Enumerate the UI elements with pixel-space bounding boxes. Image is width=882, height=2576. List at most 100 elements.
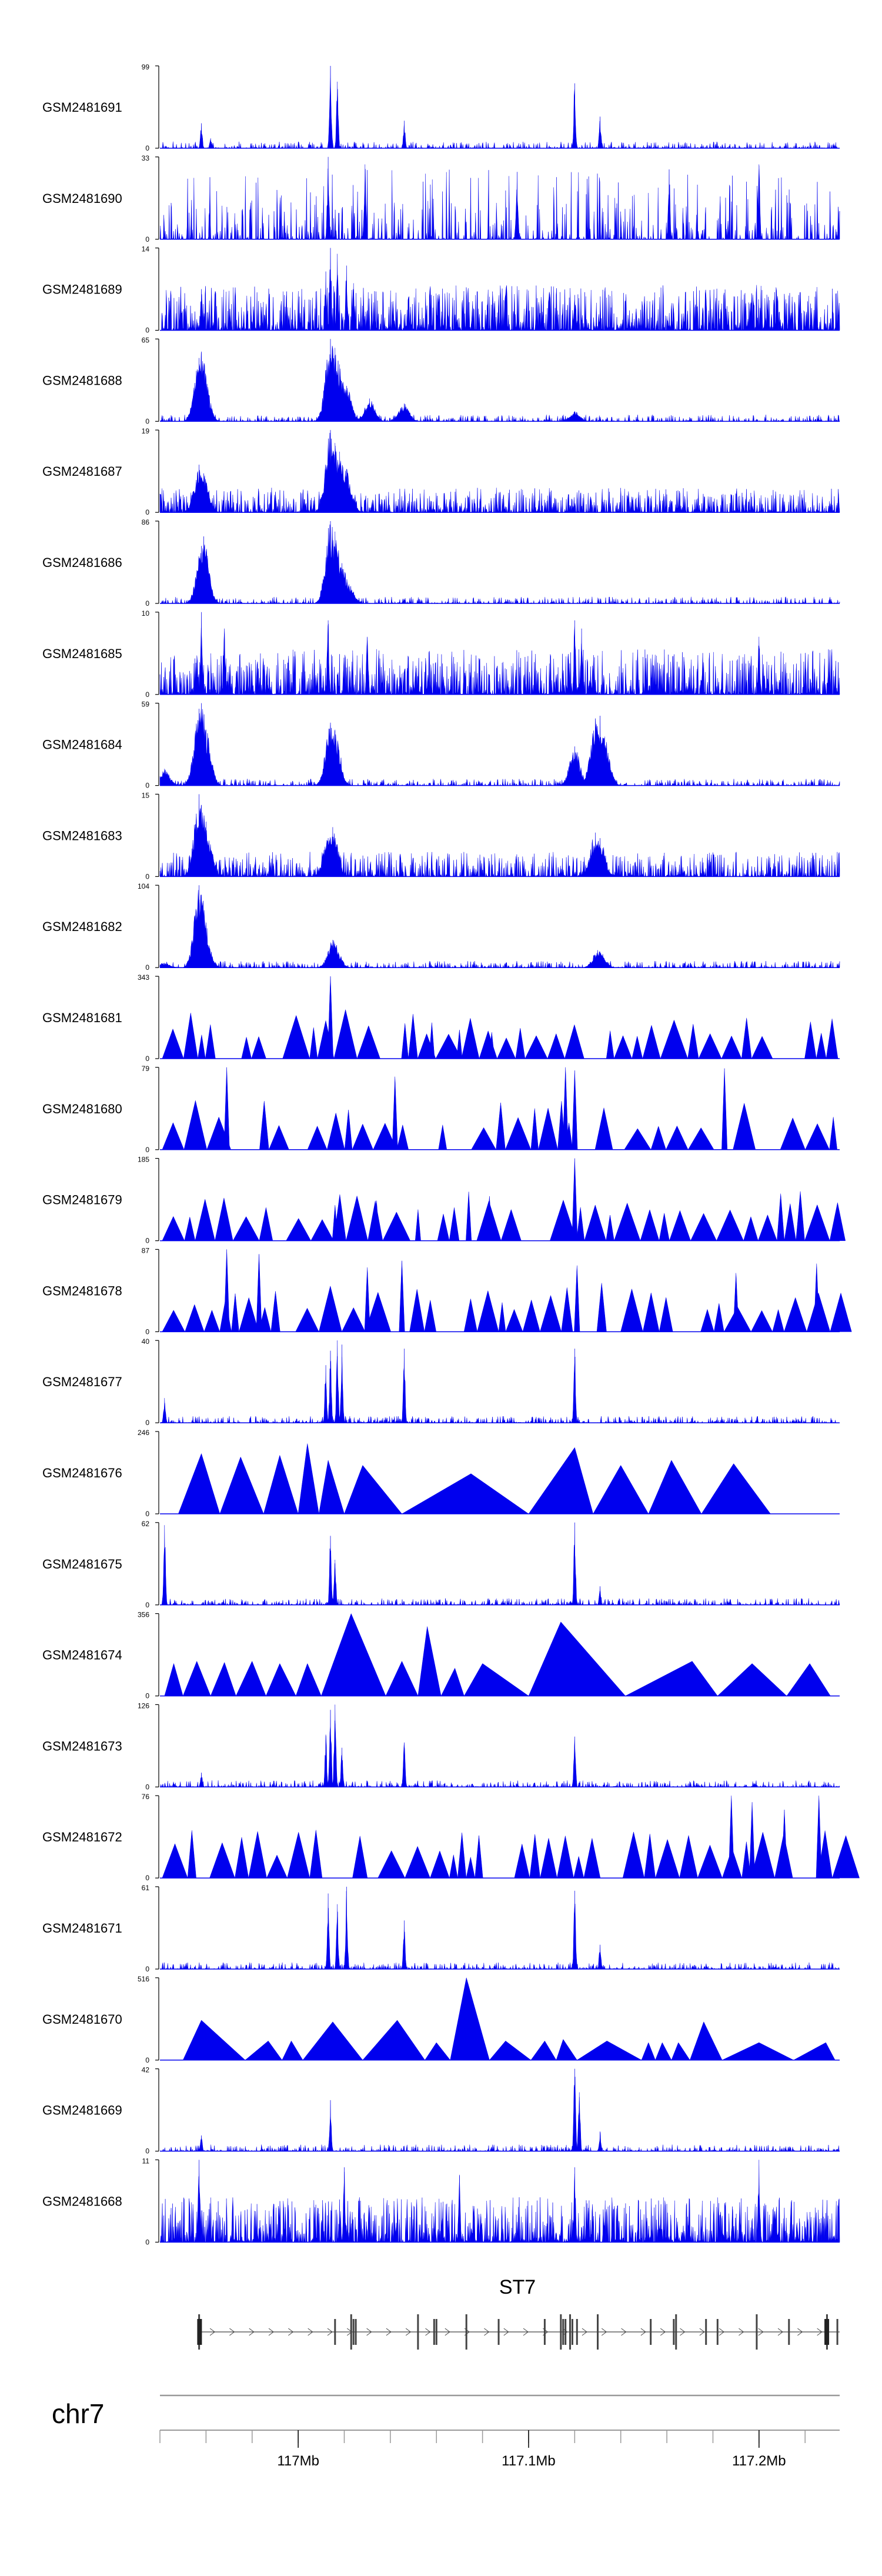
exon bbox=[597, 2314, 599, 2350]
track-label: GSM2481689 bbox=[42, 282, 122, 297]
signal-area bbox=[160, 1340, 840, 1424]
track-GSM2481689: GSM2481689 14 0 bbox=[42, 245, 840, 335]
track-label: GSM2481683 bbox=[42, 828, 122, 843]
strand-arrow bbox=[405, 2328, 412, 2336]
strand-arrow bbox=[503, 2328, 509, 2336]
y-max-label: 126 bbox=[138, 1701, 149, 1710]
strand-arrow bbox=[327, 2328, 333, 2336]
track-label: GSM2481687 bbox=[42, 464, 122, 479]
exon bbox=[355, 2319, 357, 2345]
track-label: GSM2481671 bbox=[42, 1921, 122, 1936]
exon bbox=[465, 2314, 467, 2350]
track-label: GSM2481686 bbox=[42, 555, 122, 570]
track-label: GSM2481672 bbox=[42, 1830, 122, 1844]
y-zero-label: 0 bbox=[145, 1965, 149, 1973]
track-label: GSM2481681 bbox=[42, 1010, 122, 1025]
y-max-label: 61 bbox=[142, 1884, 150, 1892]
exon bbox=[197, 2319, 202, 2345]
y-max-label: 19 bbox=[142, 427, 150, 435]
track-label: GSM2481690 bbox=[42, 191, 122, 206]
y-max-label: 246 bbox=[138, 1429, 149, 1437]
track-label: GSM2481688 bbox=[42, 373, 122, 388]
strand-arrow bbox=[602, 2328, 607, 2336]
gene-track: ST7 bbox=[197, 2276, 840, 2350]
track-GSM2481679: GSM2481679 185 0 bbox=[42, 1156, 846, 1245]
y-max-label: 343 bbox=[138, 973, 149, 982]
y-max-label: 15 bbox=[142, 791, 150, 799]
exon bbox=[543, 2319, 546, 2345]
track-GSM2481691: GSM2481691 99 0 bbox=[42, 63, 840, 152]
exon bbox=[435, 2319, 437, 2345]
y-zero-label: 0 bbox=[145, 2238, 149, 2246]
exon bbox=[562, 2319, 564, 2345]
track-GSM2481671: GSM2481671 61 0 bbox=[42, 1884, 840, 1973]
y-max-label: 79 bbox=[142, 1065, 150, 1073]
signal-tracks: GSM2481691990GSM2481690330GSM2481689140G… bbox=[42, 63, 860, 2246]
y-zero-label: 0 bbox=[145, 872, 149, 880]
strand-arrow bbox=[308, 2328, 313, 2336]
track-GSM2481682: GSM2481682 104 0 bbox=[42, 882, 840, 972]
track-label: GSM2481675 bbox=[42, 1557, 122, 1571]
track-GSM2481690: GSM2481690 33 0 bbox=[42, 154, 840, 243]
gene-label: ST7 bbox=[499, 2276, 536, 2298]
axis-tick-label: 117.2Mb bbox=[732, 2453, 786, 2469]
y-zero-label: 0 bbox=[145, 599, 149, 608]
strand-arrow bbox=[445, 2328, 450, 2336]
track-GSM2481677: GSM2481677 40 0 bbox=[42, 1337, 840, 1427]
track-GSM2481670: GSM2481670 516 0 bbox=[42, 1975, 840, 2064]
y-zero-label: 0 bbox=[145, 1510, 149, 1518]
strand-arrow bbox=[249, 2328, 255, 2336]
signal-area bbox=[159, 2068, 840, 2152]
signal-area bbox=[162, 976, 838, 1059]
chromosome-label: chr7 bbox=[52, 2398, 104, 2429]
strand-arrow bbox=[797, 2328, 803, 2336]
signal-area bbox=[160, 1704, 840, 1788]
signal-area bbox=[178, 1443, 771, 1514]
signal-area bbox=[159, 703, 840, 786]
y-max-label: 40 bbox=[142, 1337, 150, 1346]
strand-arrow bbox=[288, 2328, 294, 2336]
exon bbox=[569, 2314, 572, 2350]
strand-arrow bbox=[268, 2328, 274, 2336]
y-max-label: 356 bbox=[138, 1611, 149, 1619]
genome-axis: chr7 117Mb 117.1Mb 117.2Mb bbox=[52, 2394, 840, 2469]
exon bbox=[334, 2319, 336, 2345]
strand-arrow bbox=[660, 2328, 666, 2336]
track-GSM2481676: GSM2481676 246 0 bbox=[42, 1429, 840, 1518]
y-max-label: 65 bbox=[142, 336, 150, 344]
track-label: GSM2481679 bbox=[42, 1193, 122, 1207]
track-GSM2481684: GSM2481684 59 0 bbox=[42, 700, 840, 790]
strand-arrow bbox=[680, 2328, 686, 2336]
exon bbox=[350, 2314, 352, 2350]
track-GSM2481673: GSM2481673 126 0 bbox=[42, 1701, 840, 1791]
exon bbox=[564, 2319, 567, 2345]
y-max-label: 87 bbox=[142, 1246, 150, 1254]
y-zero-label: 0 bbox=[145, 2056, 149, 2064]
track-GSM2481672: GSM2481672 76 0 bbox=[42, 1793, 860, 1882]
y-max-label: 59 bbox=[142, 700, 150, 709]
y-zero-label: 0 bbox=[145, 1783, 149, 1791]
track-GSM2481668: GSM2481668 11 0 bbox=[42, 2157, 840, 2246]
exon bbox=[716, 2319, 719, 2345]
y-max-label: 10 bbox=[142, 609, 150, 618]
strand-arrow bbox=[425, 2328, 431, 2336]
y-zero-label: 0 bbox=[145, 963, 149, 972]
exon bbox=[824, 2319, 830, 2345]
exon bbox=[560, 2314, 562, 2350]
y-max-label: 99 bbox=[142, 63, 150, 71]
exon bbox=[756, 2314, 758, 2350]
exon bbox=[497, 2319, 500, 2345]
exon bbox=[788, 2319, 790, 2345]
strand-arrow bbox=[777, 2328, 783, 2336]
signal-area bbox=[160, 339, 840, 422]
track-GSM2481669: GSM2481669 42 0 bbox=[42, 2066, 840, 2155]
strand-arrow bbox=[739, 2328, 744, 2336]
strand-arrow bbox=[386, 2328, 392, 2336]
signal-area bbox=[159, 794, 840, 877]
track-label: GSM2481670 bbox=[42, 2012, 122, 2027]
track-GSM2481685: GSM2481685 10 0 bbox=[42, 609, 840, 699]
track-GSM2481687: GSM2481687 19 0 bbox=[42, 427, 840, 516]
strand-arrow bbox=[719, 2328, 724, 2336]
exon bbox=[705, 2319, 707, 2345]
